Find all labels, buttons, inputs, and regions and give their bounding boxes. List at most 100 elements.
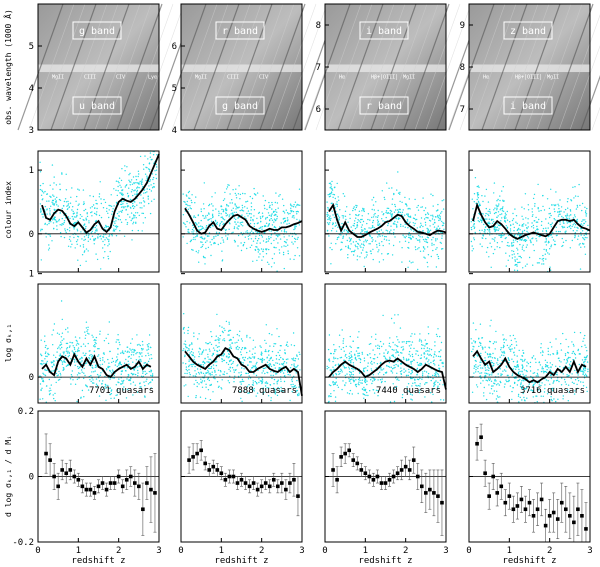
quasar-point xyxy=(197,214,200,216)
quasar-point xyxy=(437,255,439,258)
running-mean-line xyxy=(184,347,303,396)
quasar-point xyxy=(358,214,360,216)
quasar-point xyxy=(242,362,244,364)
quasar-point xyxy=(212,209,214,212)
quasar-point xyxy=(246,247,248,250)
quasar-point xyxy=(575,208,578,210)
quasar-point xyxy=(48,220,50,223)
quasar-point xyxy=(201,353,203,355)
quasar-point xyxy=(282,362,285,364)
quasar-point xyxy=(393,349,395,351)
emission-line-streak xyxy=(171,3,218,131)
quasar-point xyxy=(87,389,90,391)
quasar-point xyxy=(205,372,207,374)
quasar-point xyxy=(62,223,65,225)
quasar-point xyxy=(560,384,563,386)
quasar-point xyxy=(287,373,289,376)
quasar-point xyxy=(253,356,256,358)
quasar-point xyxy=(258,238,260,240)
panel: 7440 quasars xyxy=(324,273,447,404)
quasar-point xyxy=(495,398,498,400)
quasar-point xyxy=(253,390,255,392)
quasar-point xyxy=(401,211,404,213)
quasar-point xyxy=(512,368,515,370)
quasar-point xyxy=(94,366,97,369)
quasar-point xyxy=(143,362,145,364)
quasar-point xyxy=(522,379,524,381)
quasar-point xyxy=(426,353,429,355)
quasar-point xyxy=(584,211,587,214)
quasar-point xyxy=(553,398,555,400)
emission-line-streak xyxy=(525,3,572,131)
quasar-point xyxy=(191,343,193,345)
bottom-band-box xyxy=(215,96,265,115)
quasar-point xyxy=(133,351,135,353)
quasar-point xyxy=(63,360,65,362)
quasar-point xyxy=(359,379,361,381)
quasar-point xyxy=(277,386,279,389)
quasar-point xyxy=(92,345,95,347)
quasar-point xyxy=(542,254,544,257)
quasar-point xyxy=(342,236,344,238)
quasar-point xyxy=(377,251,379,253)
quasar-point xyxy=(206,361,208,363)
quasar-point xyxy=(541,263,543,265)
quasar-point xyxy=(103,340,106,342)
quasar-point xyxy=(268,201,270,204)
quasar-point xyxy=(273,378,276,381)
quasar-point xyxy=(512,212,514,215)
quasar-point xyxy=(120,383,123,385)
quasar-point xyxy=(98,375,100,377)
quasar-point xyxy=(294,228,296,230)
quasar-point xyxy=(254,237,257,240)
quasar-point xyxy=(505,252,507,254)
quasar-point xyxy=(368,243,370,245)
quasar-point xyxy=(48,208,51,210)
quasar-point xyxy=(147,198,149,200)
quasar-point xyxy=(425,382,427,384)
y-tick-label: 1 xyxy=(29,166,34,176)
quasar-point xyxy=(417,268,419,271)
emission-line-streak xyxy=(204,3,251,131)
quasar-point xyxy=(490,246,493,248)
quasar-point xyxy=(144,155,146,157)
quasar-point xyxy=(429,229,432,231)
quasar-point xyxy=(427,361,429,363)
running-mean-line xyxy=(472,202,591,240)
quasar-point xyxy=(146,344,149,346)
quasar-point xyxy=(533,220,535,222)
quasar-point xyxy=(140,386,142,388)
quasar-point xyxy=(376,356,379,359)
quasar-point xyxy=(543,248,545,251)
quasar-point xyxy=(131,338,133,340)
quasar-point xyxy=(427,228,429,230)
quasar-point xyxy=(584,206,586,208)
quasar-point xyxy=(53,227,55,230)
quasar-point xyxy=(513,365,516,368)
quasar-point xyxy=(261,361,263,364)
quasar-point xyxy=(130,191,133,193)
quasar-point xyxy=(204,263,206,265)
quasar-point xyxy=(84,227,87,230)
quasar-point xyxy=(513,230,515,232)
quasar-point xyxy=(345,245,347,248)
quasar-point xyxy=(343,350,345,352)
quasar-point xyxy=(480,367,482,369)
quasar-point xyxy=(48,247,51,249)
quasar-point xyxy=(49,392,51,395)
quasar-point xyxy=(586,390,588,393)
quasar-point xyxy=(382,244,384,247)
quasar-point xyxy=(235,208,237,210)
quasar-point xyxy=(298,219,301,221)
quasar-point xyxy=(551,236,553,238)
quasar-point xyxy=(417,248,419,250)
quasar-point xyxy=(200,378,202,380)
quasar-point xyxy=(298,255,301,257)
quasar-point xyxy=(348,366,350,368)
quasar-point xyxy=(263,225,266,227)
quasar-point xyxy=(395,209,397,211)
quasar-point xyxy=(260,220,262,223)
quasar-point xyxy=(409,393,412,395)
quasar-point xyxy=(415,353,417,355)
quasar-point xyxy=(566,215,568,217)
